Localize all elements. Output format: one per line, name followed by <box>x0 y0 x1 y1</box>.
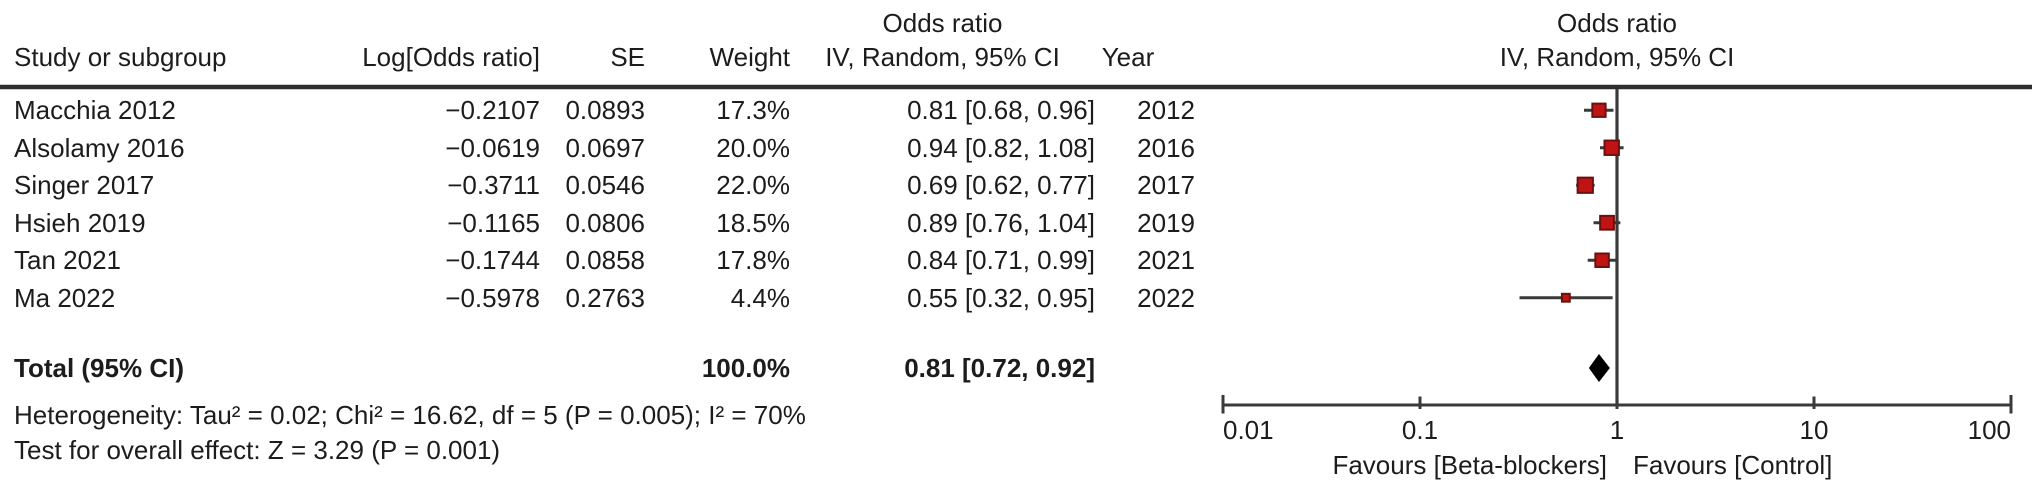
weight-value: 17.8% <box>716 245 790 275</box>
log-odds-ratio-value: −0.0619 <box>445 132 540 163</box>
year-value: 2016 <box>1137 132 1195 163</box>
study-row: Tan 2021 −0.1744 0.0858 17.8% 0.84 [0.71, 0.… <box>0 241 1250 279</box>
study-name: Hsieh 2019 <box>14 207 146 238</box>
study-name: Alsolamy 2016 <box>14 132 185 163</box>
study-row: Singer 2017 −0.3711 0.0546 22.0% 0.69 [0.62,… <box>0 166 1250 204</box>
effect-square-marker <box>1591 102 1607 118</box>
x-axis-tick-label: 10 <box>1799 415 1829 445</box>
weight-value: 20.0% <box>716 132 790 163</box>
pooled-diamond <box>1588 354 1610 382</box>
study-row: Macchia 2012 −0.2107 0.0893 17.3% 0.81 [0.68… <box>0 91 1250 129</box>
se-value: 0.0858 <box>565 245 645 275</box>
year-value: 2017 <box>1137 170 1195 200</box>
x-axis-tick-label: 100 <box>1967 415 2011 445</box>
or-ci-value: 0.69 [0.62, 0.77] <box>907 170 1095 200</box>
favours-left-label: Favours [Beta-blockers] <box>1332 450 1607 480</box>
se-value: 0.0893 <box>565 95 645 125</box>
overall-effect-text: Test for overall effect: Z = 3.29 (P = 0… <box>14 435 501 465</box>
column-header-odds-ratio-line1: Odds ratio <box>882 8 1003 38</box>
heterogeneity-text: Heterogeneity: Tau² = 0.02; Chi² = 16.62… <box>14 400 806 430</box>
log-odds-ratio-value: −0.5978 <box>445 282 540 313</box>
favours-right-label: Favours [Control] <box>1633 450 1833 480</box>
year-value: 2021 <box>1137 245 1195 275</box>
effect-square-marker <box>1603 139 1620 156</box>
or-ci-value: 0.55 [0.32, 0.95] <box>907 282 1095 313</box>
weight-value: 22.0% <box>716 170 790 200</box>
total-or-ci: 0.81 [0.72, 0.92] <box>904 353 1095 383</box>
total-row: Total (95% CI) 100.0% 0.81 [0.72, 0.92] <box>0 349 1250 387</box>
column-header-se: SE <box>610 42 645 72</box>
log-odds-ratio-value: −0.2107 <box>445 95 540 125</box>
study-name: Ma 2022 <box>14 282 116 313</box>
study-name: Singer 2017 <box>14 170 155 200</box>
column-header-study: Study or subgroup <box>14 42 227 72</box>
plot-header-odds-ratio: Odds ratio <box>1557 8 1677 38</box>
effect-square-marker <box>1594 252 1610 268</box>
year-value: 2019 <box>1137 207 1195 238</box>
study-row: Ma 2022 −0.5978 0.2763 4.4% 0.55 [0.32, 0.95… <box>0 279 1250 317</box>
or-ci-value: 0.94 [0.82, 1.08] <box>907 132 1095 163</box>
log-odds-ratio-value: −0.3711 <box>447 170 540 200</box>
study-name: Macchia 2012 <box>14 95 176 125</box>
or-ci-value: 0.81 [0.68, 0.96] <box>907 95 1095 125</box>
weight-value: 18.5% <box>716 207 790 238</box>
column-header-year: Year <box>1101 42 1155 72</box>
study-name: Tan 2021 <box>14 245 121 275</box>
weight-value: 4.4% <box>730 282 790 313</box>
column-header-weight: Weight <box>709 42 790 72</box>
column-header-iv-random-ci: IV, Random, 95% CI <box>825 42 1060 72</box>
or-ci-value: 0.89 [0.76, 1.04] <box>907 207 1095 238</box>
year-value: 2022 <box>1137 282 1195 313</box>
weight-value: 17.3% <box>716 95 790 125</box>
x-axis-tick-label: 1 <box>1609 415 1625 445</box>
x-axis-tick-label: 0.01 <box>1223 415 1274 445</box>
se-value: 0.0697 <box>565 132 645 163</box>
se-value: 0.0806 <box>565 207 645 238</box>
effect-square-marker <box>1560 292 1571 303</box>
plot-header-iv-random-ci: IV, Random, 95% CI <box>1499 42 1735 72</box>
total-weight: 100.0% <box>701 353 790 383</box>
se-value: 0.2763 <box>565 282 645 313</box>
study-row: Hsieh 2019 −0.1165 0.0806 18.5% 0.89 [0.76, … <box>0 204 1250 242</box>
x-axis-tick-label: 0.1 <box>1401 415 1439 445</box>
column-header-log-odds-ratio: Log[Odds ratio] <box>362 42 540 72</box>
year-value: 2012 <box>1137 95 1195 125</box>
or-ci-value: 0.84 [0.71, 0.99] <box>907 245 1095 275</box>
se-value: 0.0546 <box>565 170 645 200</box>
log-odds-ratio-value: −0.1165 <box>447 207 540 238</box>
effect-square-marker <box>1599 214 1615 231</box>
study-row: Alsolamy 2016 −0.0619 0.0697 20.0% 0.94 [0.8… <box>0 129 1250 167</box>
log-odds-ratio-value: −0.1744 <box>445 245 540 275</box>
effect-square-marker <box>1576 176 1594 194</box>
total-label: Total (95% CI) <box>14 353 184 383</box>
